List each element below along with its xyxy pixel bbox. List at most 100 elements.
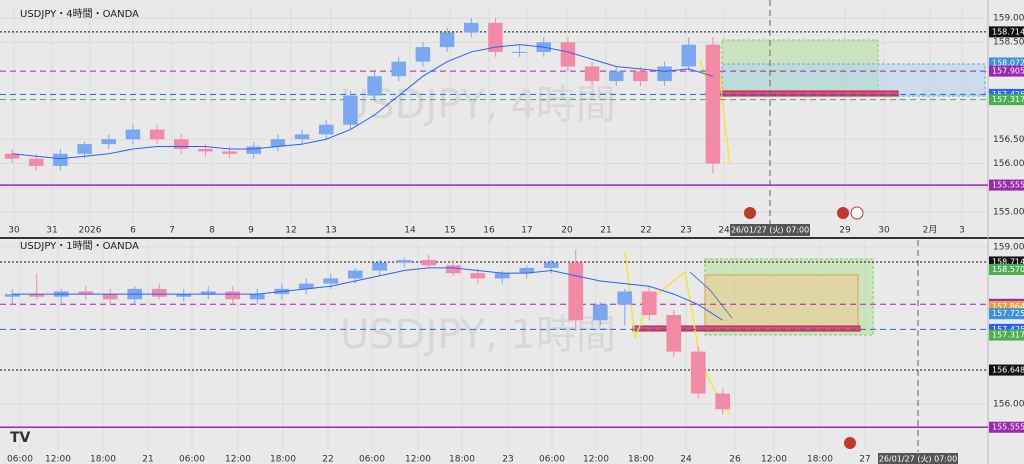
zone-bar xyxy=(705,90,899,97)
candle-body xyxy=(323,278,339,284)
logo: TV xyxy=(10,430,31,446)
price-tag xyxy=(989,26,1024,38)
price-tag-label: 157.905 xyxy=(992,67,1024,76)
x-tick-label: 18:00 xyxy=(270,455,296,464)
x-tick-label: 18:00 xyxy=(90,455,116,464)
candle-body xyxy=(512,51,527,53)
x-tick-label: 9 xyxy=(248,226,254,236)
x-tick-label: 12:00 xyxy=(45,455,71,464)
price-tag-label: 157.317 xyxy=(992,331,1024,340)
price-tag xyxy=(989,94,1024,106)
candle-body xyxy=(439,32,455,48)
y-tick-label: 156.500 xyxy=(993,135,1024,145)
candle-body xyxy=(519,267,535,274)
x-tick-label: 12:00 xyxy=(225,455,251,464)
x-tick-label: 12:00 xyxy=(761,455,787,464)
candle-body xyxy=(149,129,165,140)
candle-body xyxy=(396,260,412,263)
y-tick-label: 158.500 xyxy=(993,38,1024,48)
candle-body xyxy=(488,22,503,52)
price-tag xyxy=(989,65,1024,77)
price-tag-label: 157.317 xyxy=(992,95,1024,104)
x-tick-label: 8 xyxy=(209,226,215,236)
candle-body xyxy=(372,262,388,271)
x-tick-label: 2026 xyxy=(79,226,102,236)
price-tag-label: 157.864 xyxy=(992,302,1024,311)
x-tick-label: 23 xyxy=(680,226,691,236)
x-tick-label: 13 xyxy=(325,226,336,236)
x-tick-label: 7 xyxy=(169,226,175,236)
event-icon xyxy=(744,207,756,219)
candle-body xyxy=(666,315,682,352)
x-tick-label: 18:00 xyxy=(628,455,654,464)
candle-body xyxy=(200,291,216,295)
x-tick-label: 22 xyxy=(322,455,333,464)
y-tick-label: 156.000 xyxy=(993,399,1024,409)
candle-body xyxy=(464,22,479,33)
x-tick-label: 12:00 xyxy=(405,455,431,464)
price-tag-label: 156.648 xyxy=(992,366,1024,375)
candle-body xyxy=(690,351,706,394)
price-tag xyxy=(989,329,1024,341)
x-tick-label: 06:00 xyxy=(539,455,565,464)
price-tag xyxy=(989,308,1024,320)
candle-body xyxy=(641,291,657,316)
candle-body xyxy=(367,76,382,96)
candle-body xyxy=(53,153,68,166)
x-tick-label: 3 xyxy=(959,226,965,236)
event-icon xyxy=(844,437,856,449)
price-tag xyxy=(989,264,1024,276)
x-tick-label: 12 xyxy=(285,226,296,236)
event-icon xyxy=(837,207,849,219)
price-tag-label: 158.072 xyxy=(992,59,1024,68)
x-tick-label: 31 xyxy=(46,226,57,236)
candle-body xyxy=(29,294,45,297)
candle-body xyxy=(347,270,363,279)
candle-body xyxy=(176,294,192,297)
candle-body xyxy=(543,262,559,268)
price-tag xyxy=(989,364,1024,376)
x-tick-label: 06:00 xyxy=(7,455,33,464)
candle-body xyxy=(294,134,310,140)
candle-body xyxy=(609,71,624,82)
x-tick-label: 06:00 xyxy=(179,455,205,464)
y-tick-label: 159.000 xyxy=(993,243,1024,253)
x-tick-label: 24 xyxy=(718,226,730,236)
x-tick-label: 29 xyxy=(839,226,851,236)
candle-body xyxy=(4,294,20,297)
x-tick-label: 12:00 xyxy=(583,455,609,464)
candle-body xyxy=(445,265,461,274)
x-tick-label: 21 xyxy=(600,226,611,236)
x-tick-label: 30 xyxy=(878,226,890,236)
x-tick-label: 21 xyxy=(142,455,153,464)
candle-body xyxy=(4,153,20,159)
y-tick-label: 156.000 xyxy=(993,159,1024,169)
x-tick-label: 20 xyxy=(561,226,573,236)
candle-body xyxy=(101,139,116,145)
x-tick-label: 17 xyxy=(521,226,532,236)
crosshair-tag xyxy=(730,224,810,236)
price-tag-label: 158.714 xyxy=(992,257,1024,266)
candle-body xyxy=(343,95,358,125)
moving-average xyxy=(12,267,724,321)
zone-box xyxy=(704,274,859,330)
candle-body xyxy=(151,288,167,297)
price-tag xyxy=(989,179,1024,191)
candle-body xyxy=(78,291,94,295)
candle-body xyxy=(77,144,92,154)
panel-title: USDJPY・4時間・OANDA xyxy=(20,8,139,20)
x-tick-label: 22 xyxy=(640,226,651,236)
candle-body xyxy=(657,66,672,82)
candle-body xyxy=(29,158,44,166)
candle-body xyxy=(319,124,334,135)
candle-body xyxy=(421,260,437,266)
candle-body xyxy=(270,139,286,147)
forecast-line xyxy=(689,271,733,319)
price-tag xyxy=(989,300,1024,312)
price-tag xyxy=(989,256,1024,268)
x-tick-label: 06:00 xyxy=(359,455,385,464)
x-tick-label: 26 xyxy=(729,455,741,464)
candle-body xyxy=(391,61,406,77)
price-tag-label: 155.555 xyxy=(992,181,1024,190)
event-icon xyxy=(850,206,864,220)
